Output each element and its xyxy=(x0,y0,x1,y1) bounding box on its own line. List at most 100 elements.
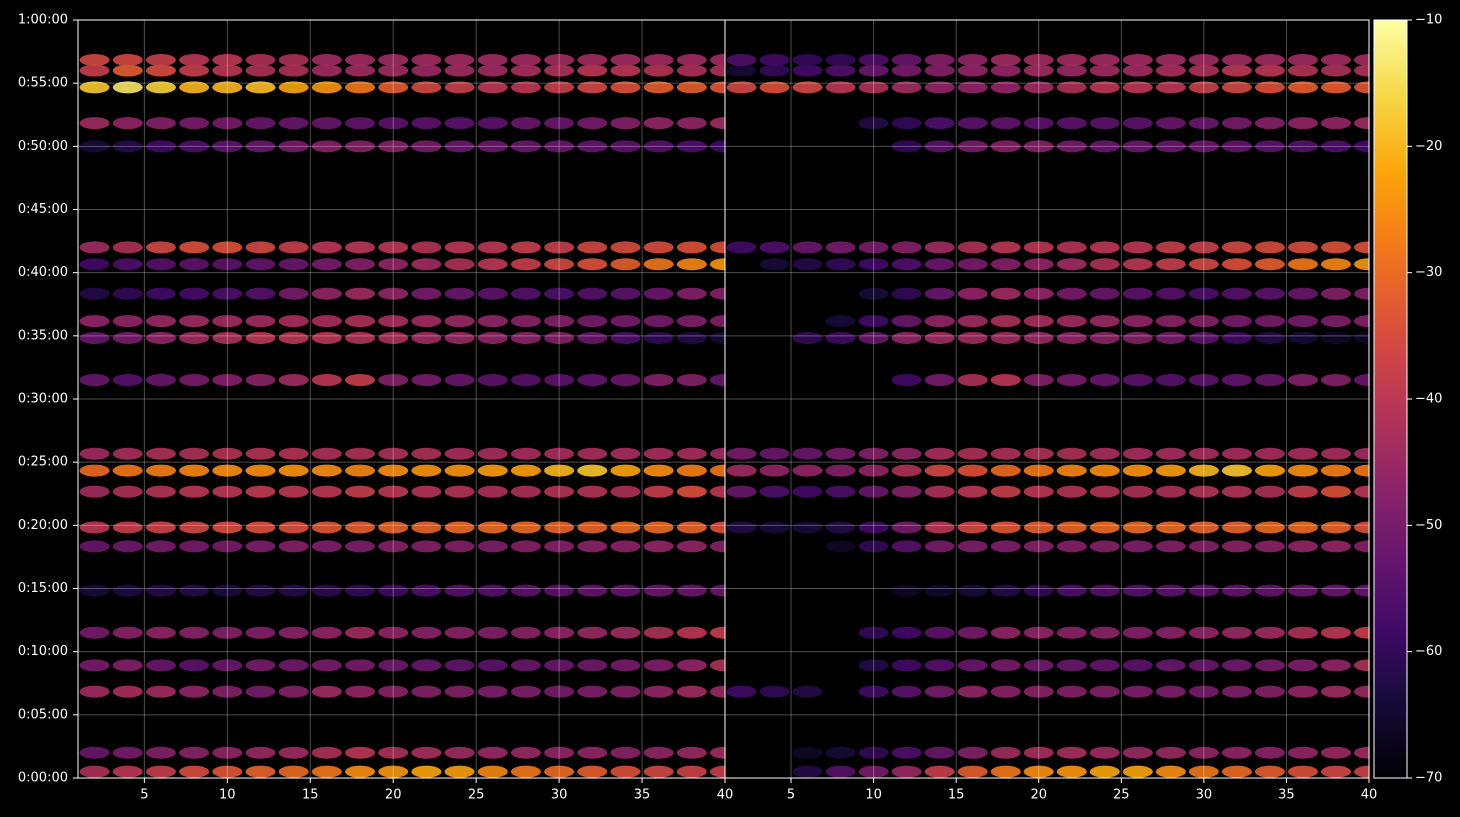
heat-cell xyxy=(278,241,309,254)
heat-cell xyxy=(245,626,276,639)
heat-cell xyxy=(1023,485,1054,498)
heat-cell xyxy=(825,54,856,67)
heat-cell xyxy=(577,746,608,759)
heat-cell xyxy=(79,374,110,387)
heat-cell xyxy=(1320,584,1351,597)
heat-cell xyxy=(891,258,922,271)
heat-cell xyxy=(378,331,409,344)
heat-cell xyxy=(1122,746,1153,759)
heat-cell xyxy=(957,287,988,300)
heat-cell xyxy=(411,447,442,460)
heat-cell xyxy=(378,685,409,698)
heat-cell xyxy=(544,765,575,778)
heat-cell xyxy=(726,464,757,477)
heat-cell xyxy=(726,685,757,698)
heat-cell xyxy=(1254,315,1285,328)
heat-cell xyxy=(510,287,541,300)
y-tick-label: 0:55:00 xyxy=(18,76,68,91)
heat-cell xyxy=(1056,64,1087,77)
heat-cell xyxy=(311,331,342,344)
heat-cell xyxy=(278,315,309,328)
heat-cell xyxy=(610,485,641,498)
x-tick-label: 15 xyxy=(948,788,965,803)
heat-cell xyxy=(924,81,955,94)
heat-cell xyxy=(710,117,725,130)
heat-cell xyxy=(1354,464,1369,477)
heat-cell xyxy=(1122,331,1153,344)
heat-cell xyxy=(957,485,988,498)
y-tick-label: 0:35:00 xyxy=(18,328,68,343)
heat-cell xyxy=(477,746,508,759)
heat-cell xyxy=(1155,521,1186,534)
heat-cell xyxy=(1254,331,1285,344)
heat-cell xyxy=(676,626,707,639)
heat-cell xyxy=(212,485,243,498)
heat-cell xyxy=(1122,521,1153,534)
heat-cell xyxy=(444,540,475,553)
heat-cell xyxy=(378,447,409,460)
heat-cell xyxy=(643,659,674,672)
heat-cell xyxy=(145,746,176,759)
heat-cell xyxy=(112,258,143,271)
heat-cell xyxy=(957,258,988,271)
heat-cell xyxy=(610,117,641,130)
heat-cell xyxy=(891,241,922,254)
x-tick-label: 10 xyxy=(219,788,236,803)
x-tick-label: 25 xyxy=(468,788,485,803)
heat-cell xyxy=(179,659,210,672)
heat-cell xyxy=(1354,521,1369,534)
heat-cell xyxy=(345,464,376,477)
heat-cell xyxy=(477,626,508,639)
heat-cell xyxy=(510,521,541,534)
heat-cell xyxy=(311,685,342,698)
heat-cell xyxy=(278,331,309,344)
heat-cell xyxy=(278,54,309,67)
heat-cell xyxy=(1221,117,1252,130)
heat-cell xyxy=(858,241,889,254)
heat-cell xyxy=(577,64,608,77)
heat-cell xyxy=(1188,241,1219,254)
heat-cell xyxy=(378,258,409,271)
heat-cell xyxy=(1354,540,1369,553)
heat-cell xyxy=(510,464,541,477)
heat-cell xyxy=(245,659,276,672)
heat-cell xyxy=(1188,258,1219,271)
heat-cell xyxy=(858,315,889,328)
heat-cell xyxy=(577,464,608,477)
heat-cell xyxy=(510,315,541,328)
heat-cell xyxy=(278,540,309,553)
heat-cell xyxy=(1221,315,1252,328)
heat-cell xyxy=(212,374,243,387)
heat-cell xyxy=(726,81,757,94)
heat-cell xyxy=(79,659,110,672)
heat-cell xyxy=(179,464,210,477)
heat-cell xyxy=(1089,331,1120,344)
heat-cell xyxy=(544,746,575,759)
heat-cell xyxy=(1089,485,1120,498)
heat-cell xyxy=(245,464,276,477)
heat-cell xyxy=(212,315,243,328)
heat-cell xyxy=(792,54,823,67)
heat-cell xyxy=(311,464,342,477)
heat-cell xyxy=(676,659,707,672)
heat-cell xyxy=(710,331,725,344)
heat-cell xyxy=(145,685,176,698)
heat-cell xyxy=(1254,659,1285,672)
heat-cell xyxy=(1254,464,1285,477)
heat-cell xyxy=(1188,447,1219,460)
heat-cell xyxy=(990,331,1021,344)
heat-cell xyxy=(510,685,541,698)
heat-cell xyxy=(1221,765,1252,778)
heat-cell xyxy=(145,331,176,344)
heat-cell xyxy=(411,584,442,597)
heat-cell xyxy=(245,374,276,387)
heat-cell xyxy=(1122,81,1153,94)
heat-cell xyxy=(477,540,508,553)
heat-cell xyxy=(1056,626,1087,639)
heat-cell xyxy=(1254,447,1285,460)
heat-cell xyxy=(759,258,790,271)
y-tick-label: 0:10:00 xyxy=(18,644,68,659)
heat-cell xyxy=(179,584,210,597)
heat-cell xyxy=(544,485,575,498)
heat-cell xyxy=(643,241,674,254)
